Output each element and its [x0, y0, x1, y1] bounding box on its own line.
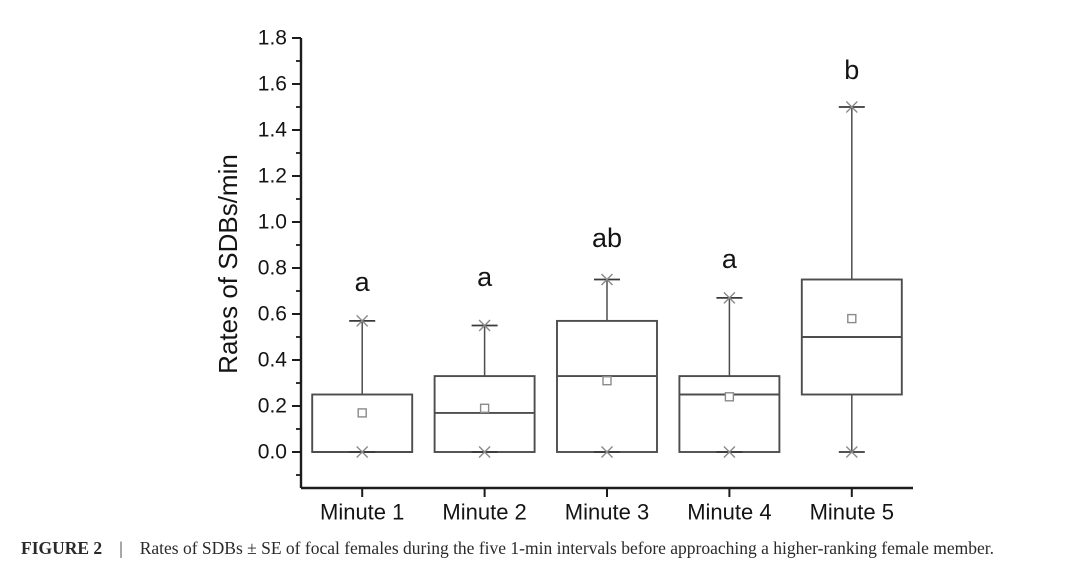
significance-letter: a	[477, 262, 493, 292]
figure-caption: FIGURE 2 | Rates of SDBs ± SE of focal fem…	[21, 538, 1066, 559]
y-tick-label: 1.8	[258, 27, 287, 50]
box-1	[311, 393, 414, 453]
y-tick-label: 0.6	[258, 303, 287, 326]
whisker-end-x-marker	[478, 446, 491, 458]
whisker-end-x-marker	[478, 319, 491, 332]
significance-letter: b	[844, 55, 859, 85]
mean-marker	[357, 408, 367, 418]
x-category-label: Minute 4	[687, 500, 771, 525]
figure-caption-text: Rates of SDBs ± SE of focal females duri…	[139, 538, 995, 558]
boxplot-root: 0.0 0.2 0.4 0.6 0.8 1.0 1.2 1.4 1.6 1.8 Minute 1 Mi…	[213, 27, 913, 525]
whisker-end-x-marker	[845, 101, 858, 113]
mean-marker	[602, 376, 612, 386]
y-tick-label: 1.6	[258, 73, 287, 96]
whisker-end-x-marker	[845, 446, 858, 458]
x-category-label: Minute 2	[442, 500, 526, 525]
x-category-label: Minute 5	[810, 500, 894, 525]
whisker-end-x-marker	[601, 273, 613, 286]
figure-caption-separator: |	[119, 538, 123, 558]
y-tick-label: 1.4	[258, 119, 288, 142]
figure-caption-label: FIGURE 2	[21, 538, 103, 558]
whisker-end-x-marker	[601, 446, 613, 458]
significance-letter: a	[722, 244, 738, 274]
mean-marker	[724, 392, 735, 402]
significance-letter: a	[355, 267, 371, 297]
whisker-end-x-marker	[723, 446, 736, 458]
mean-marker	[479, 403, 490, 413]
mean-marker	[847, 313, 857, 324]
y-tick-label: 0.8	[258, 257, 287, 280]
x-category-label: Minute 3	[565, 500, 649, 525]
whisker-end-x-marker	[356, 446, 369, 458]
significance-letter: ab	[592, 223, 622, 253]
whisker-end-x-marker	[356, 314, 369, 327]
box-2	[433, 375, 536, 453]
y-tick-label: 1.2	[258, 165, 287, 188]
box-4	[678, 375, 781, 453]
boxplot-svg: 0.0 0.2 0.4 0.6 0.8 1.0 1.2 1.4 1.6 1.8 Minute 1 Mi…	[213, 27, 913, 525]
y-tick-label: 1.0	[258, 211, 287, 234]
y-tick-label: 0.4	[258, 349, 288, 372]
y-tick-label: 0.0	[258, 441, 287, 464]
whisker-end-x-marker	[723, 291, 736, 304]
y-axis-title: Rates of SDBs/min	[213, 154, 243, 374]
box-3	[556, 319, 658, 453]
y-tick-label: 0.2	[258, 395, 287, 418]
x-category-label: Minute 1	[320, 500, 404, 525]
